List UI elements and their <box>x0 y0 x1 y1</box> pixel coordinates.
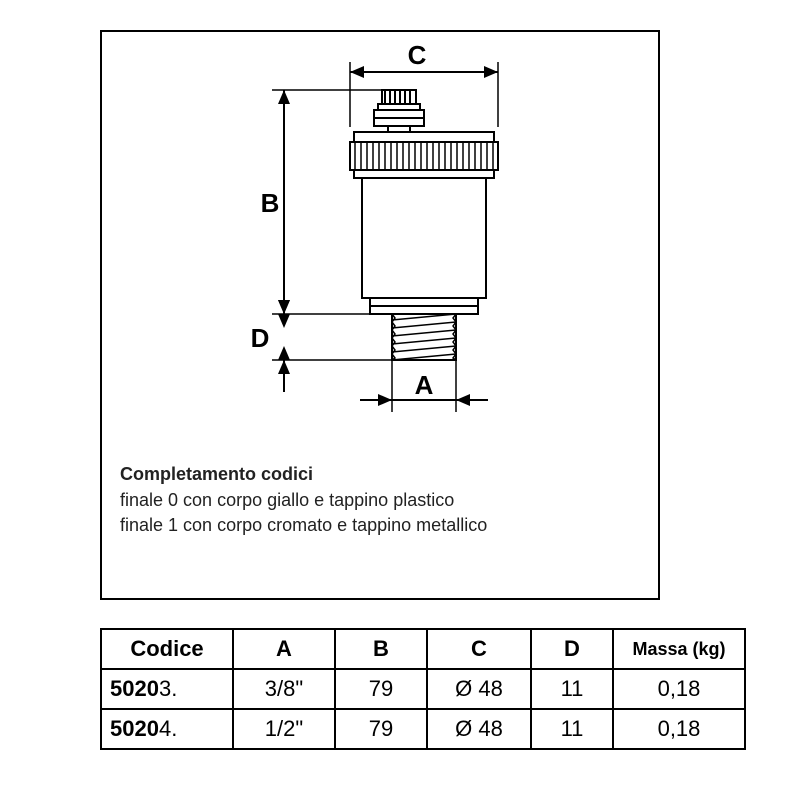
th-b: B <box>335 629 427 669</box>
notes-line-1: finale 0 con corpo giallo e tappino plas… <box>120 488 640 512</box>
main-cap <box>350 132 498 178</box>
th-d: D <box>531 629 613 669</box>
th-c: C <box>427 629 531 669</box>
notes-line-2: finale 1 con corpo cromato e tappino met… <box>120 513 640 537</box>
notes-title: Completamento codici <box>120 462 640 486</box>
cell-a: 3/8" <box>233 669 335 709</box>
dim-b-label: B <box>261 188 280 218</box>
cell-massa: 0,18 <box>613 669 745 709</box>
dim-c-label: C <box>408 40 427 70</box>
cell-c: Ø 48 <box>427 669 531 709</box>
cell-code: 50203. <box>101 669 233 709</box>
notes-block: Completamento codici finale 0 con corpo … <box>120 462 640 537</box>
valve-diagram: C <box>102 32 658 462</box>
dim-a-label: A <box>415 370 434 400</box>
cell-d: 11 <box>531 669 613 709</box>
thread-bottom <box>392 314 456 360</box>
code-rest: 4. <box>159 716 177 741</box>
table-row: 50204. 1/2" 79 Ø 48 11 0,18 <box>101 709 745 749</box>
th-codice: Codice <box>101 629 233 669</box>
cell-a: 1/2" <box>233 709 335 749</box>
page: C <box>0 0 800 800</box>
cell-c: Ø 48 <box>427 709 531 749</box>
th-massa: Massa (kg) <box>613 629 745 669</box>
diagram-area: C <box>102 32 658 452</box>
spec-table: Codice A B C D Massa (kg) 50203. 3/8" 79… <box>100 628 746 750</box>
vent-plug <box>374 90 424 132</box>
cell-b: 79 <box>335 669 427 709</box>
code-bold: 5020 <box>110 676 159 701</box>
code-rest: 3. <box>159 676 177 701</box>
table-header-row: Codice A B C D Massa (kg) <box>101 629 745 669</box>
cell-b: 79 <box>335 709 427 749</box>
th-a: A <box>233 629 335 669</box>
valve-body <box>362 178 486 314</box>
cell-massa: 0,18 <box>613 709 745 749</box>
cell-d: 11 <box>531 709 613 749</box>
table-row: 50203. 3/8" 79 Ø 48 11 0,18 <box>101 669 745 709</box>
dim-d-label: D <box>251 323 270 353</box>
cell-code: 50204. <box>101 709 233 749</box>
code-bold: 5020 <box>110 716 159 741</box>
diagram-frame: C <box>100 30 660 600</box>
